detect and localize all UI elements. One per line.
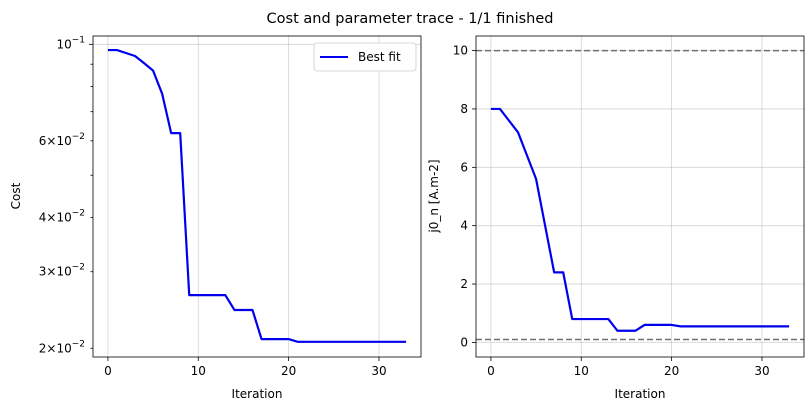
- x-tick-label: 20: [281, 364, 296, 378]
- cost-ticks: 0 10 20 30 10−1 2×10−2 3×10−2 4×10−2 6×10−2: [39, 35, 387, 378]
- cost-panel: 0 10 20 30 10−1 2×10−2 3×10−2 4×10−2 6×10−2 Iter…: [9, 35, 422, 401]
- cost-legend: Best fit: [313, 42, 417, 72]
- parameter-axes-frame: [475, 35, 805, 358]
- y-tick-label: 0: [460, 335, 468, 349]
- x-tick-label: 0: [487, 364, 495, 378]
- parameter-ylabel: j0_n [A.m-2]: [427, 159, 441, 233]
- y-tick-label: 6: [460, 160, 468, 174]
- legend-entry: Best fit: [358, 50, 401, 64]
- parameter-xlabel: Iteration: [615, 387, 666, 401]
- x-tick-label: 10: [191, 364, 206, 378]
- x-tick-label: 30: [371, 364, 386, 378]
- parameter-panel: 0 10 20 30 0 2 4 6 8 10 Iteration j0_n [A.m-2]: [427, 35, 805, 401]
- cost-series: [107, 48, 407, 343]
- series-line: [107, 48, 407, 343]
- parameter-bounds: [476, 49, 804, 341]
- y-tick-label: 8: [460, 102, 468, 116]
- cost-xlabel: Iteration: [232, 387, 283, 401]
- x-tick-label: 20: [664, 364, 679, 378]
- y-tick-label: 3×10−2: [39, 263, 85, 279]
- y-tick-label: 10−1: [56, 35, 85, 51]
- y-tick-label: 2: [460, 277, 468, 291]
- figure-title: Cost and parameter trace - 1/1 finished: [267, 11, 554, 27]
- x-tick-label: 30: [754, 364, 769, 378]
- series-line: [490, 107, 790, 332]
- y-tick-label: 2×10−2: [39, 339, 85, 355]
- parameter-grid: [476, 36, 804, 357]
- x-tick-label: 0: [104, 364, 112, 378]
- x-tick-label: 10: [574, 364, 589, 378]
- parameter-ticks: 0 10 20 30 0 2 4 6 8 10: [453, 44, 770, 378]
- y-tick-label: 4×10−2: [39, 208, 85, 224]
- y-tick-label: 10: [453, 44, 468, 58]
- cost-grid: [93, 36, 421, 357]
- cost-axes-frame: [92, 35, 422, 358]
- cost-ylabel: Cost: [9, 182, 23, 209]
- y-tick-label: 4: [460, 219, 468, 233]
- y-tick-label: 6×10−2: [39, 132, 85, 148]
- legend-box: [313, 42, 417, 72]
- parameter-series: [490, 107, 790, 332]
